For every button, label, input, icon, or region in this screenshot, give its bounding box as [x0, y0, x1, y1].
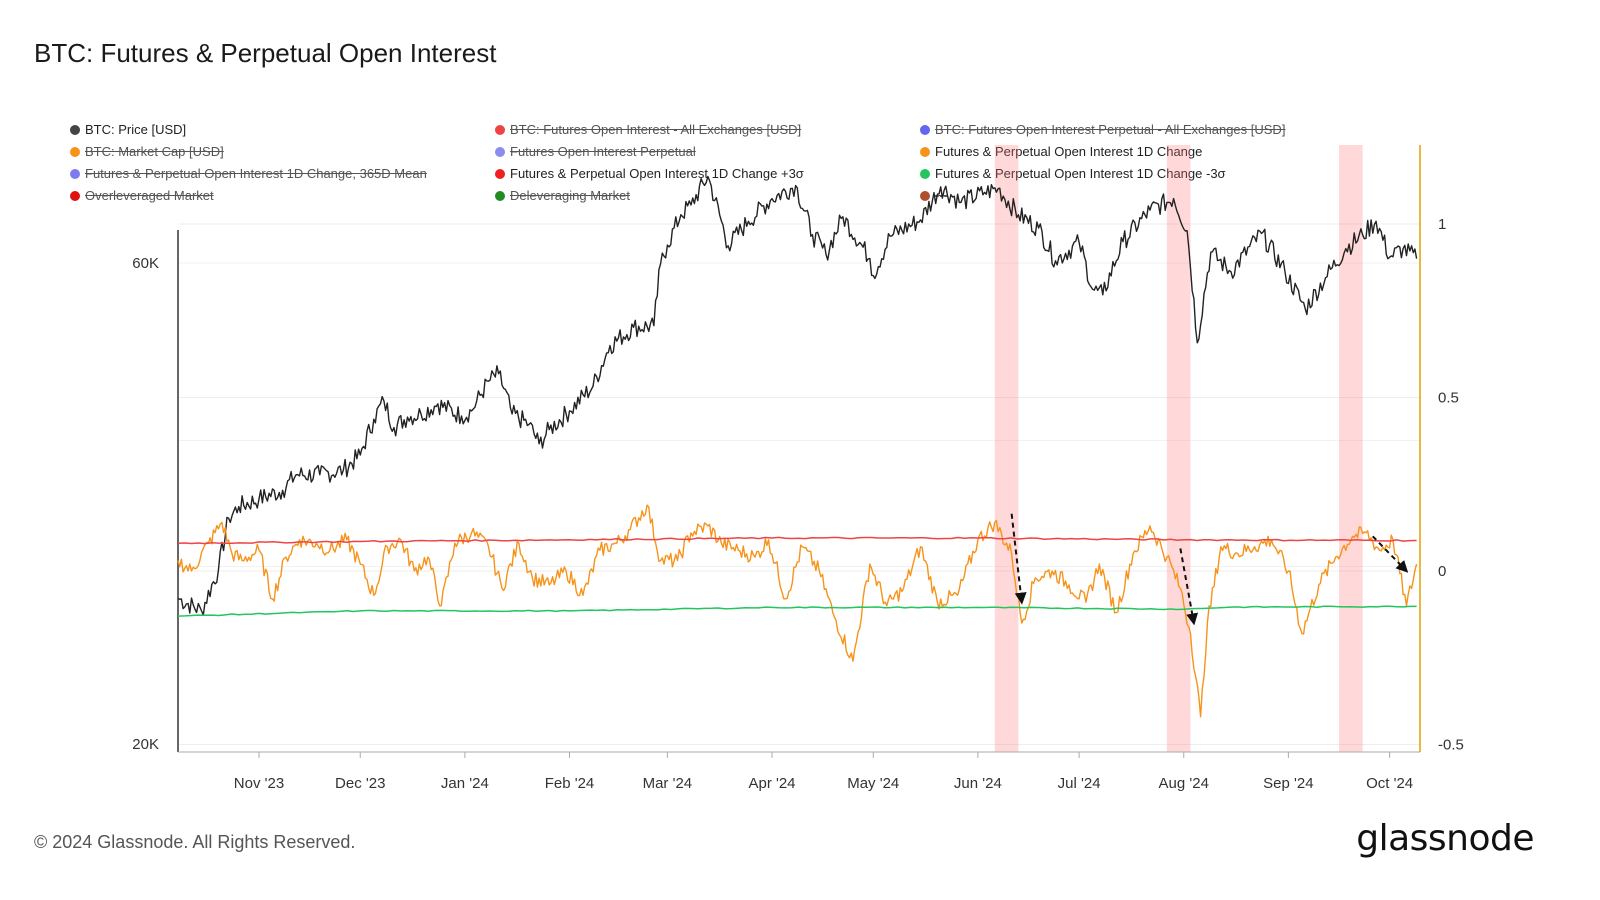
legend-label: Deleveraging Market: [510, 188, 630, 203]
series-oi-change-line: [177, 504, 1418, 718]
legend-dot-icon: [70, 124, 80, 135]
legend-dot-icon: [495, 190, 505, 201]
legend-label: BTC: Futures Open Interest Perpetual - A…: [935, 122, 1286, 137]
left-tick-label: 20K: [132, 736, 159, 753]
x-tick-label: Aug '24: [1159, 775, 1209, 792]
series-btc-price-line: [177, 175, 1418, 616]
legend-dot-icon: [495, 146, 505, 157]
x-tick-label: Jul '24: [1058, 775, 1101, 792]
legend-label: Futures & Perpetual Open Interest 1D Cha…: [935, 144, 1203, 159]
x-tick-label: Dec '23: [335, 775, 385, 792]
legend-item[interactable]: Overleveraged Market: [70, 188, 214, 203]
right-tick-label: 1: [1438, 216, 1446, 233]
legend-item[interactable]: Futures & Perpetual Open Interest 1D Cha…: [495, 166, 804, 181]
annotation-arrow: [1010, 513, 1027, 605]
legend: BTC: Price [USD] BTC: Futures Open Intere…: [0, 0, 1600, 240]
x-tick-label: Feb '24: [545, 775, 595, 792]
legend-label: BTC: Futures Open Interest - All Exchang…: [510, 122, 802, 137]
plot-layer: Nov '23 Dec '23 Jan '24 Feb '24 Mar '24 Apr '…: [132, 145, 1464, 792]
highlight-band: [1339, 145, 1363, 752]
legend-item[interactable]: Futures & Perpetual Open Interest 1D Cha…: [70, 166, 427, 181]
x-tick-label: Jun '24: [954, 775, 1002, 792]
right-tick-label: -0.5: [1438, 737, 1464, 754]
legend-label: Futures Open Interest Perpetual: [510, 144, 696, 159]
series-plus3sigma-line: [177, 536, 1417, 545]
legend-item[interactable]: BTC: Futures Open Interest - All Exchang…: [495, 122, 801, 137]
legend-dot-icon: [495, 168, 505, 179]
annotation-arrow: [1179, 548, 1199, 626]
annotation-arrow: [1372, 535, 1409, 573]
legend-label: Futures & Perpetual Open Interest 1D Cha…: [935, 166, 1226, 181]
highlight-band: [1166, 145, 1191, 752]
legend-label: Futures & Perpetual Open Interest 1D Cha…: [510, 166, 804, 181]
copyright-footer: © 2024 Glassnode. All Rights Reserved.: [34, 832, 356, 852]
x-tick-label: Jan '24: [441, 775, 489, 792]
legend-dot-icon: [920, 168, 930, 179]
x-tick-label: Oct '24: [1366, 775, 1413, 792]
highlight-band: [994, 145, 1019, 752]
x-tick-label: May '24: [847, 775, 899, 792]
right-tick-label: 0: [1438, 563, 1446, 580]
legend-item[interactable]: BTC: Futures Open Interest Perpetual - A…: [920, 122, 1285, 137]
x-tick-label: Mar '24: [643, 775, 693, 792]
legend-item[interactable]: Futures & Perpetual Open Interest 1D Cha…: [920, 166, 1226, 181]
legend-dot-icon: [920, 146, 930, 157]
legend-item[interactable]: BTC: Market Cap [USD]: [70, 144, 224, 159]
x-tick-label: Sep '24: [1263, 775, 1313, 792]
legend-dot-icon: [920, 124, 930, 135]
x-tick-label: Apr '24: [748, 775, 795, 792]
legend-item[interactable]: Futures & Perpetual Open Interest 1D Cha…: [920, 144, 1202, 159]
legend-dot-icon: [495, 124, 505, 135]
x-tick-label: Nov '23: [234, 775, 284, 792]
legend-label: BTC: Price [USD]: [85, 122, 187, 137]
legend-item[interactable]: BTC: Price [USD]: [70, 122, 186, 137]
legend-label: Overleveraged Market: [85, 188, 214, 203]
legend-dot-icon: [70, 190, 80, 201]
series-minus3sigma-line: [177, 605, 1417, 617]
brand-logo: glassnode: [1356, 818, 1534, 859]
legend-item[interactable]: Deleveraging Market: [495, 188, 630, 203]
legend-dot-icon: [920, 190, 930, 201]
left-tick-label: 60K: [132, 255, 159, 272]
legend-item[interactable]: Futures Open Interest Perpetual: [495, 144, 696, 159]
right-tick-label: 0.5: [1438, 390, 1459, 407]
legend-dot-icon: [70, 168, 80, 179]
legend-dot-icon: [70, 146, 80, 157]
chart-title: BTC: Futures & Perpetual Open Interest: [34, 38, 497, 68]
legend-label: Futures & Perpetual Open Interest 1D Cha…: [85, 166, 427, 181]
legend-label: BTC: Market Cap [USD]: [85, 144, 224, 159]
